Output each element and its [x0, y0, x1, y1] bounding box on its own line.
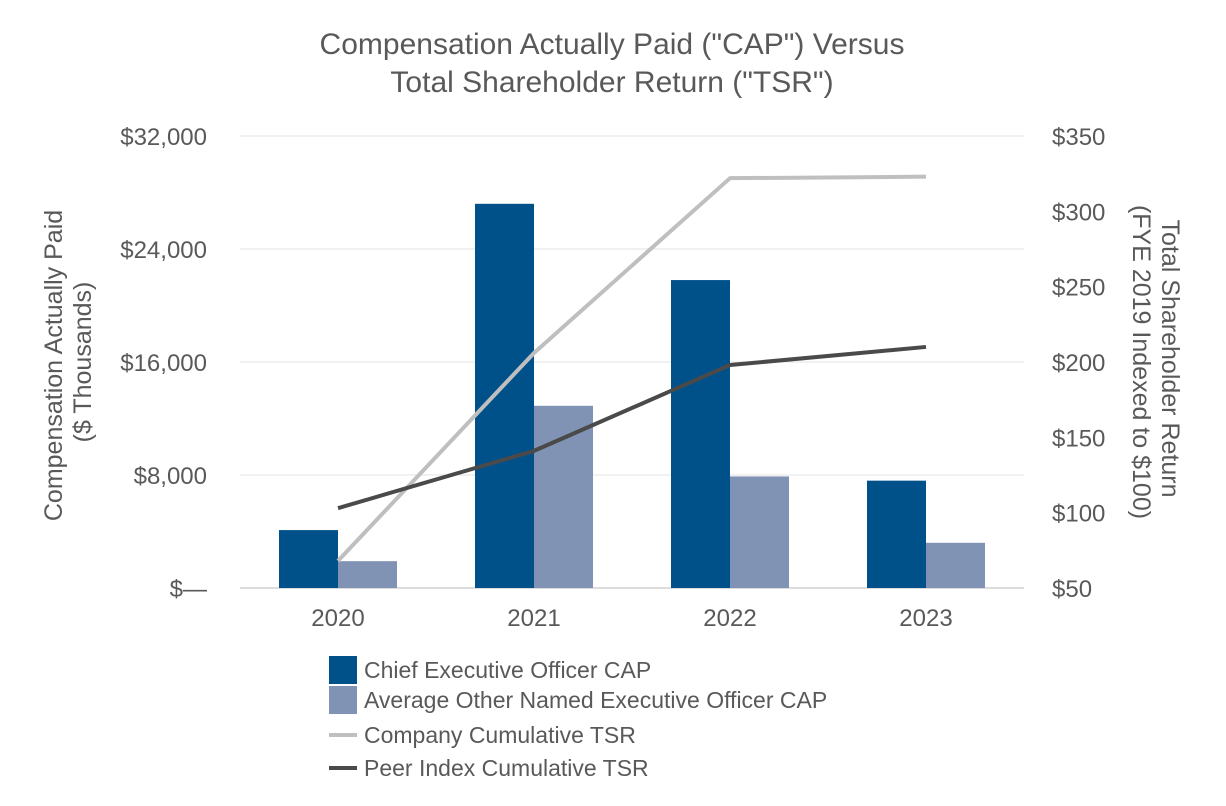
right-axis-title-line-2: (FYE 2019 Indexed to $100) — [1127, 205, 1155, 519]
right-axis-tick-label: $100 — [1052, 501, 1105, 528]
line-company-tsr — [336, 174, 927, 563]
x-axis-tick-label: 2021 — [507, 605, 560, 632]
left-axis-ticks: $— $8,000 $16,000 $24,000 $32,000 — [120, 124, 207, 603]
right-axis-tick-label: $200 — [1052, 350, 1105, 377]
right-axis-ticks: $50 $100 $150 $200 $250 $300 $350 — [1052, 124, 1105, 603]
legend-label-company-tsr: Company Cumulative TSR — [364, 722, 636, 748]
x-axis-tick-label: 2020 — [311, 605, 364, 632]
left-axis-tick-label: $8,000 — [134, 463, 207, 490]
bar-ceo-cap — [475, 203, 534, 589]
x-axis-tick-label: 2023 — [899, 605, 952, 632]
chart-title-line-2: Total Shareholder Return ("TSR") — [390, 66, 833, 99]
x-axis-ticks: 2020 2021 2022 2023 — [311, 605, 952, 632]
left-axis-title-line-2: ($ Thousands) — [69, 282, 97, 443]
left-axis-tick-label: $— — [170, 576, 207, 603]
right-axis-tick-label: $350 — [1052, 124, 1105, 151]
bar-ceo-cap — [867, 480, 926, 588]
right-axis-title-line-1: Total Shareholder Return — [1156, 220, 1184, 498]
legend-swatch-neo-cap — [329, 686, 357, 714]
legend-label-peer-tsr: Peer Index Cumulative TSR — [364, 755, 649, 781]
left-axis-title: Compensation Actually Paid ($ Thousands) — [40, 203, 97, 521]
right-axis-tick-label: $150 — [1052, 425, 1105, 452]
right-axis-tick-label: $300 — [1052, 199, 1105, 226]
tsr-lines — [336, 174, 927, 563]
right-axis-title: Total Shareholder Return (FYE 2019 Index… — [1127, 205, 1184, 519]
bar-neo-cap — [534, 405, 593, 588]
x-axis-tick-label: 2022 — [703, 605, 756, 632]
left-axis-tick-label: $32,000 — [120, 124, 207, 151]
legend: Chief Executive Officer CAP Average Othe… — [329, 656, 827, 781]
bar-neo-cap — [926, 542, 985, 588]
right-axis-tick-label: $250 — [1052, 275, 1105, 302]
legend-label-neo-cap: Average Other Named Executive Officer CA… — [364, 687, 827, 713]
bar-ceo-cap — [671, 280, 730, 588]
bar-ceo-cap — [279, 530, 338, 588]
bar-neo-cap — [730, 476, 789, 588]
right-axis-tick-label: $50 — [1052, 576, 1092, 603]
left-axis-tick-label: $24,000 — [120, 237, 207, 264]
line-peer-tsr — [337, 344, 927, 511]
left-axis-tick-label: $16,000 — [120, 350, 207, 377]
bar-neo-cap — [338, 561, 397, 588]
legend-label-ceo-cap: Chief Executive Officer CAP — [364, 657, 651, 683]
legend-swatch-ceo-cap — [329, 656, 357, 684]
chart-title-line-1: Compensation Actually Paid ("CAP") Versu… — [320, 28, 905, 61]
left-axis-title-line-1: Compensation Actually Paid — [40, 210, 68, 521]
bars — [279, 203, 985, 589]
chart-title: Compensation Actually Paid ("CAP") Versu… — [320, 28, 905, 99]
